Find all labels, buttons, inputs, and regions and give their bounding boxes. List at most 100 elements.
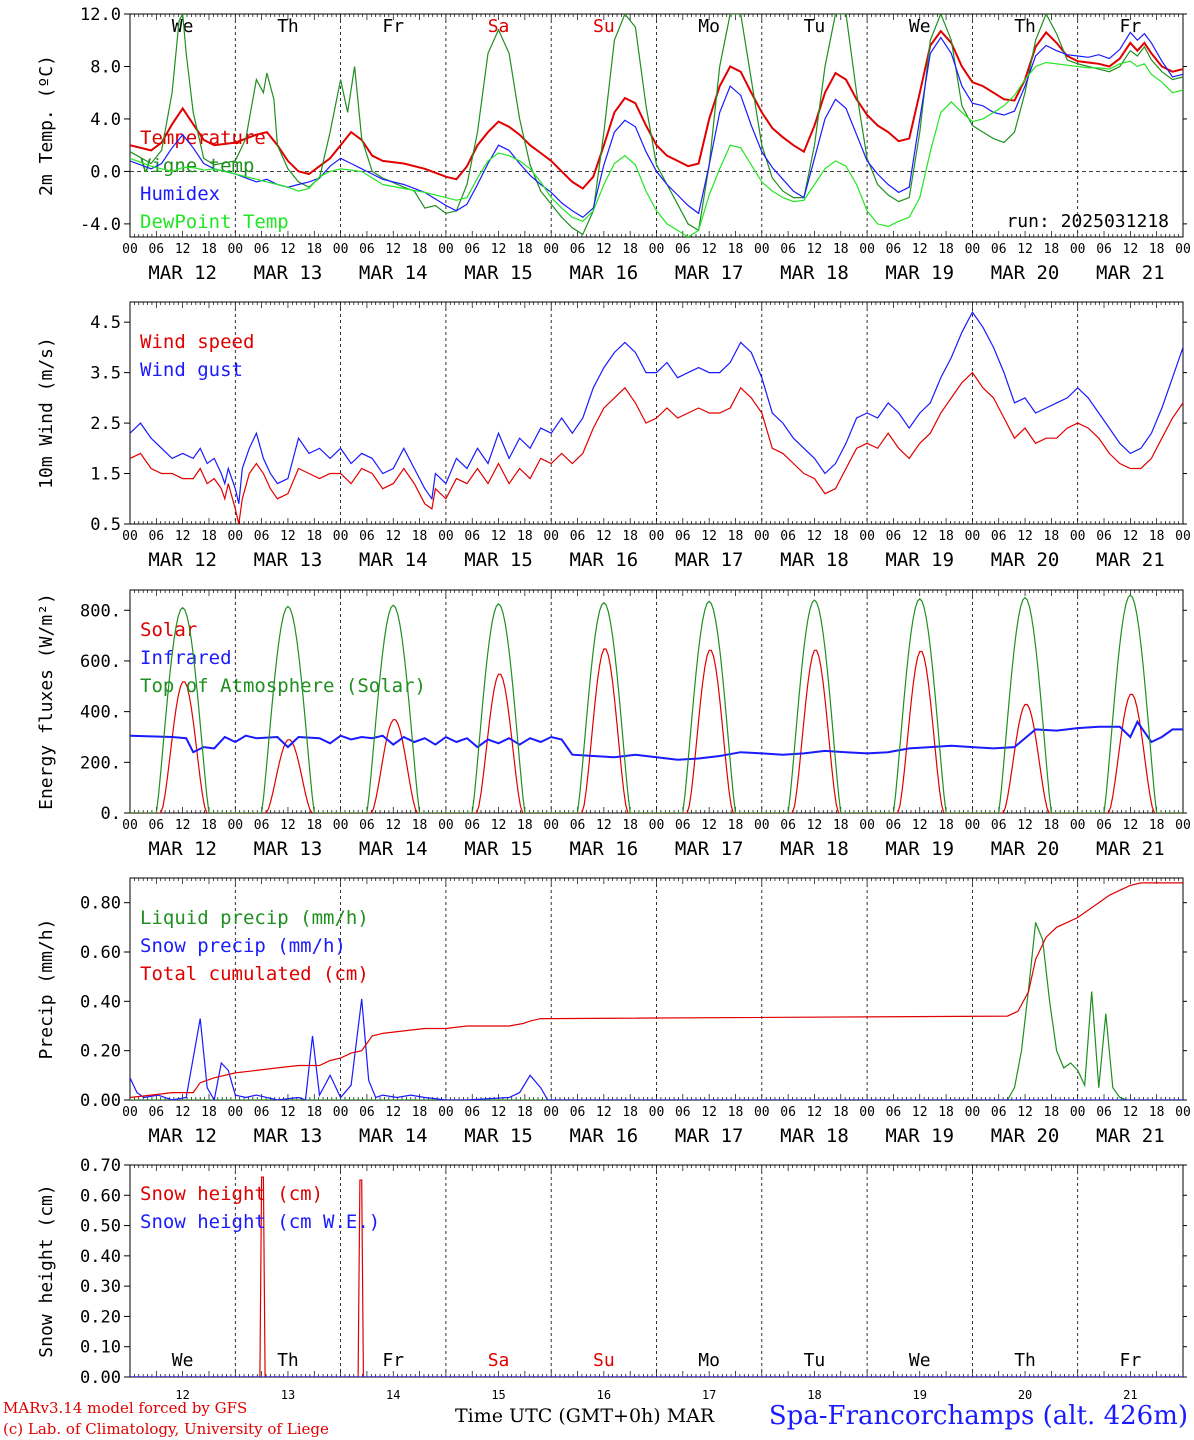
- x-axis-label: Time UTC (GMT+0h): [455, 1405, 661, 1427]
- y-tick-label: 600.: [80, 652, 121, 672]
- energy-series-solar: [130, 648, 1183, 813]
- hour-tick-label: 12: [912, 818, 928, 833]
- hour-tick-label: 12: [175, 818, 191, 833]
- day-number-label: 12: [175, 1388, 189, 1402]
- y-tick-label: 0.20: [80, 1307, 121, 1327]
- temp-series-humidex: [130, 31, 1183, 219]
- hour-tick-label: 06: [254, 1105, 270, 1120]
- date-label: MAR 20: [991, 549, 1060, 571]
- hour-tick-label: 00: [333, 818, 349, 833]
- day-name-label: Th: [277, 16, 299, 37]
- snow-panel: 0.00 0.10 0.20 0.30 0.40 0.50 0.60 0.70 Snow hei…: [36, 1156, 1187, 1402]
- date-label: MAR 12: [148, 549, 217, 571]
- hour-tick-label: 18: [728, 242, 744, 257]
- y-tick-label: 0.0: [90, 162, 121, 182]
- day-number-label: 18: [807, 1388, 821, 1402]
- day-number-label: 19: [913, 1388, 927, 1402]
- date-label: MAR 21: [1096, 838, 1165, 860]
- hour-tick-label: 06: [570, 242, 586, 257]
- hour-tick-label: 06: [464, 242, 480, 257]
- hour-tick-label: 06: [780, 1105, 796, 1120]
- hour-tick-label: 18: [1149, 242, 1165, 257]
- x-axis-title: Time UTC (GMT+0h) MAR: [455, 1405, 714, 1427]
- hour-tick-label: 12: [385, 242, 401, 257]
- hour-tick-label: 18: [201, 818, 217, 833]
- legend-entry: Infrared: [140, 647, 232, 669]
- y-tick-label: 400.: [80, 703, 121, 723]
- y-tick-label: 0.70: [80, 1156, 121, 1176]
- hour-tick-label: 12: [1123, 242, 1139, 257]
- hour-tick-label: 06: [148, 529, 164, 544]
- day-number-label: 16: [597, 1388, 611, 1402]
- hour-tick-label: 18: [622, 1105, 638, 1120]
- hour-tick-label: 00: [859, 1105, 875, 1120]
- hour-tick-label: 12: [912, 529, 928, 544]
- hour-tick-label: 12: [491, 242, 507, 257]
- hour-tick-label: 18: [412, 242, 428, 257]
- hour-tick-label: 06: [886, 529, 902, 544]
- hour-tick-label: 00: [1070, 818, 1086, 833]
- run-label: run: 2025031218: [1006, 211, 1169, 232]
- hour-tick-label: 18: [1149, 1105, 1165, 1120]
- date-label: MAR 20: [991, 838, 1060, 860]
- hour-tick-label: 00: [859, 529, 875, 544]
- y-tick-label: 4.0: [90, 110, 121, 130]
- date-label: MAR 17: [675, 838, 744, 860]
- hour-tick-label: 06: [1096, 242, 1112, 257]
- hour-tick-label: 00: [859, 818, 875, 833]
- hour-tick-label: 18: [517, 242, 533, 257]
- y-tick-label: 0.40: [80, 1247, 121, 1267]
- date-label: MAR 16: [570, 838, 639, 860]
- hour-tick-label: 18: [1044, 529, 1060, 544]
- snow-series-snow-height-cm-: [130, 1176, 1183, 1377]
- legend-entry: Solar: [140, 619, 197, 641]
- hour-tick-label: 18: [412, 818, 428, 833]
- date-label: MAR 20: [991, 262, 1060, 284]
- date-label: MAR 12: [148, 1125, 217, 1147]
- hour-tick-label: 00: [438, 1105, 454, 1120]
- hour-tick-label: 00: [543, 529, 559, 544]
- date-label: MAR 20: [991, 1125, 1060, 1147]
- hour-tick-label: 18: [412, 529, 428, 544]
- y-tick-label: 0.20: [80, 1042, 121, 1062]
- hour-tick-label: 18: [1044, 1105, 1060, 1120]
- date-label: MAR 19: [885, 838, 954, 860]
- hour-tick-label: 06: [780, 818, 796, 833]
- hour-tick-label: 00: [965, 1105, 981, 1120]
- hour-tick-label: 12: [701, 1105, 717, 1120]
- y-tick-label: 0.00: [80, 1091, 121, 1111]
- hour-tick-label: 06: [780, 529, 796, 544]
- hour-tick-label: 12: [1123, 818, 1139, 833]
- hour-tick-label: 06: [675, 1105, 691, 1120]
- hour-tick-label: 12: [807, 242, 823, 257]
- date-label: MAR 13: [254, 838, 323, 860]
- y-tick-label: 2.5: [90, 414, 121, 434]
- date-label: MAR 17: [675, 262, 744, 284]
- hour-tick-label: 12: [385, 529, 401, 544]
- day-name-label: We: [172, 16, 194, 37]
- hour-tick-label: 06: [148, 1105, 164, 1120]
- hour-tick-label: 06: [1096, 1105, 1112, 1120]
- hour-tick-label: 06: [780, 242, 796, 257]
- day-name-label: Sa: [488, 16, 510, 37]
- hour-tick-label: 06: [886, 242, 902, 257]
- hour-tick-label: 00: [649, 242, 665, 257]
- hour-tick-label: 18: [833, 818, 849, 833]
- hour-tick-label: 06: [1096, 818, 1112, 833]
- hour-tick-label: 18: [306, 1105, 322, 1120]
- date-label: MAR 17: [675, 1125, 744, 1147]
- hour-tick-label: 12: [596, 818, 612, 833]
- legend-entry: Snow height (cm W.E.): [140, 1211, 380, 1233]
- wind-y-axis-label: 10m Wind (m/s): [36, 337, 57, 489]
- y-tick-label: 0.40: [80, 992, 121, 1012]
- hour-tick-label: 18: [517, 529, 533, 544]
- hour-tick-label: 00: [1175, 1105, 1191, 1120]
- hour-tick-label: 18: [306, 529, 322, 544]
- y-tick-label: 12.0: [80, 5, 121, 25]
- date-label: MAR 12: [148, 838, 217, 860]
- hour-tick-label: 00: [227, 242, 243, 257]
- y-tick-label: 0.60: [80, 1186, 121, 1206]
- day-name-label: Fr: [382, 1350, 404, 1371]
- y-tick-label: 200.: [80, 753, 121, 773]
- hour-tick-label: 12: [491, 1105, 507, 1120]
